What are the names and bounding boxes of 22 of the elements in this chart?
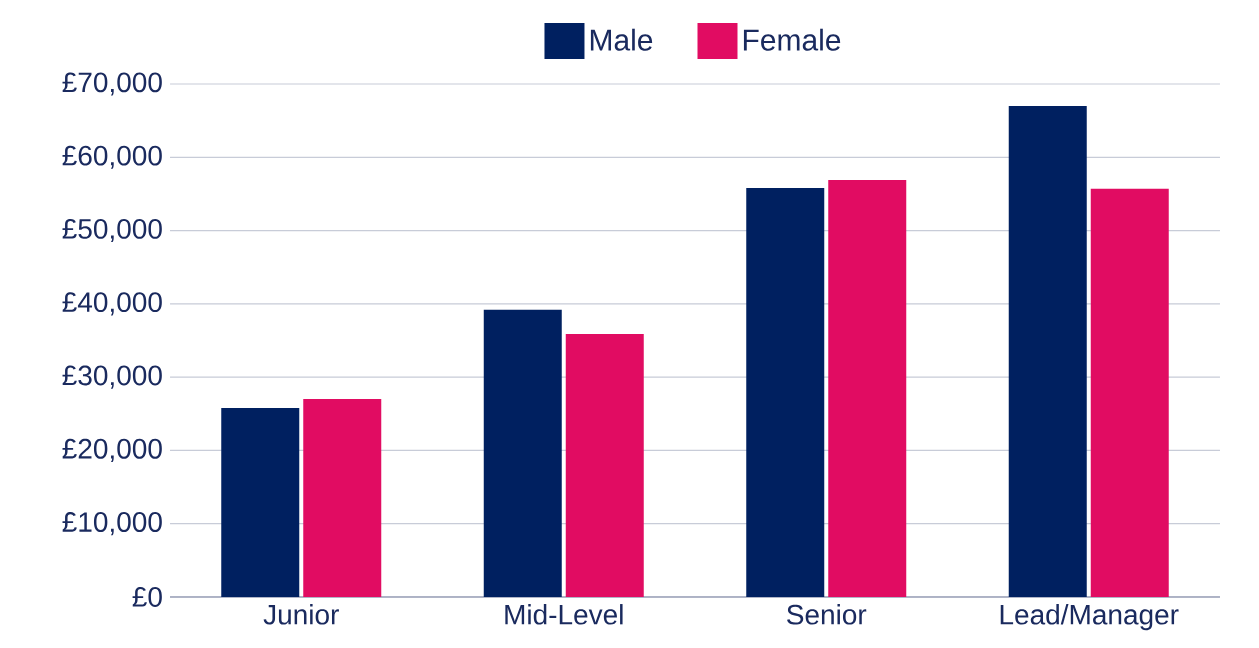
y-tick-label: £60,000 xyxy=(62,145,162,169)
bar xyxy=(483,309,562,597)
bar xyxy=(221,407,300,597)
x-tick-label: Mid-Level xyxy=(505,604,623,625)
legend-label: Female xyxy=(743,28,841,51)
y-tick-label: £50,000 xyxy=(62,218,162,243)
y-tick-label: £20,000 xyxy=(62,438,162,462)
legend-label: Male xyxy=(590,28,653,51)
y-tick-label: £10,000 xyxy=(62,512,162,536)
x-tick-label: Lead/Manager xyxy=(1000,604,1179,631)
bar xyxy=(746,188,825,597)
y-tick-label: £70,000 xyxy=(62,72,162,96)
x-tick-label: Senior xyxy=(787,604,867,625)
bar xyxy=(828,180,907,597)
bar xyxy=(565,333,644,597)
x-tick-label: Junior xyxy=(263,604,339,625)
bar xyxy=(1090,188,1169,597)
y-tick-label: £0 xyxy=(132,587,162,607)
y-tick-label: £30,000 xyxy=(62,365,162,389)
y-tick-label: £40,000 xyxy=(62,292,162,316)
bar xyxy=(1008,105,1087,597)
bar xyxy=(303,399,382,597)
